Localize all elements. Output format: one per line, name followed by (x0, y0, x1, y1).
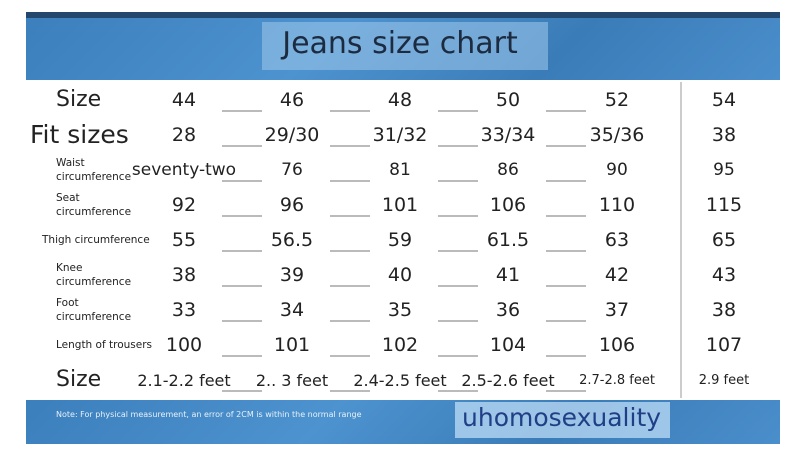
table-cell: 44 (130, 83, 262, 118)
note: Note: For physical measurement, an error… (56, 410, 362, 419)
row-label: Seat circumference (56, 191, 132, 218)
row-label: Size (56, 87, 102, 113)
table-cell: 100 (130, 328, 262, 363)
size-table (26, 82, 780, 398)
table-cell: 28 (130, 118, 262, 153)
table-cell: 102 (346, 328, 478, 363)
table-cell: 36 (454, 293, 586, 328)
row-label: Thigh circumference (42, 233, 150, 246)
table-cell: 48 (346, 83, 478, 118)
column-divider (680, 82, 682, 398)
table-cell: 115 (705, 194, 743, 216)
table-cell: 2.1-2.2 feet (130, 363, 262, 398)
table-cell: 33 (130, 293, 262, 328)
table-cell: 52 (604, 89, 630, 111)
table-cell: 106 (454, 188, 586, 223)
row-label: Knee circumference (56, 261, 132, 288)
table-cell: 2.4-2.5 feet (346, 363, 478, 398)
header-strip (26, 12, 780, 18)
row-label: Waist circumference (56, 156, 132, 183)
table-cell: 43 (711, 264, 737, 286)
table-cell: 65 (711, 229, 737, 251)
table-cell: 2.5-2.6 feet (454, 363, 586, 398)
table-cell: 59 (346, 223, 478, 258)
table-cell: 46 (238, 83, 370, 118)
table-cell: 76 (238, 153, 370, 188)
row-label: Fit sizes (30, 120, 129, 150)
table-cell: 61.5 (454, 223, 586, 258)
table-cell: 63 (604, 229, 630, 251)
table-cell: 81 (346, 153, 478, 188)
table-cell: 50 (454, 83, 586, 118)
table-cell: 101 (346, 188, 478, 223)
row-label: Foot circumference (56, 296, 132, 323)
table-cell: 56.5 (238, 223, 370, 258)
brand: uhomosexuality (462, 403, 662, 432)
table-cell: 96 (238, 188, 370, 223)
table-cell: 42 (604, 264, 630, 286)
table-cell: 39 (238, 258, 370, 293)
table-cell: 2.. 3 feet (238, 363, 370, 398)
table-cell: 92 (130, 188, 262, 223)
table-cell: 31/32 (346, 118, 478, 153)
table-cell: 29/30 (238, 118, 370, 153)
table-cell: 37 (604, 299, 630, 321)
title-box (262, 22, 548, 70)
table-cell: 33/34 (454, 118, 586, 153)
table-cell: seventy-two (130, 153, 262, 188)
table-cell: 110 (598, 194, 636, 216)
title: Jeans size chart (282, 26, 518, 61)
table-cell: 106 (598, 334, 636, 356)
table-cell: 2.9 feet (698, 373, 750, 388)
table-cell: 34 (238, 293, 370, 328)
table-cell: 35/36 (589, 124, 645, 146)
row-label: Size (56, 367, 102, 393)
table-cell: 107 (705, 334, 743, 356)
table-cell: 38 (711, 124, 737, 146)
table-cell: 55 (130, 223, 262, 258)
table-cell: 104 (454, 328, 586, 363)
brand-box (455, 402, 670, 438)
row-label: Length of trousers (56, 338, 153, 351)
table-cell: 40 (346, 258, 478, 293)
table-cell: 54 (711, 89, 737, 111)
table-cell: 101 (238, 328, 370, 363)
table-cell: 38 (130, 258, 262, 293)
table-cell: 90 (606, 160, 628, 180)
table-cell: 2.7-2.8 feet (579, 373, 655, 388)
table-cell: 38 (711, 299, 737, 321)
table-cell: 35 (346, 293, 478, 328)
table-cell: 41 (454, 258, 586, 293)
table-cell: 86 (454, 153, 586, 188)
table-cell: 95 (713, 160, 735, 180)
